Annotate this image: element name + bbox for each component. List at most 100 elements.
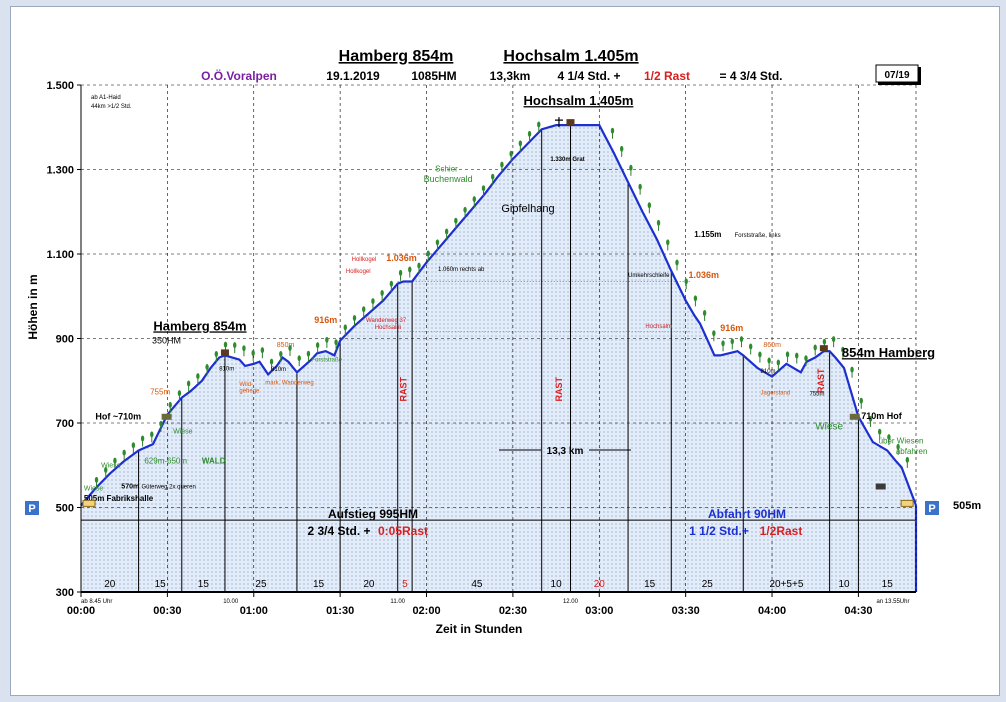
tree-icon	[454, 217, 458, 229]
side-note-2: 44km >1/2 Std.	[91, 104, 132, 110]
tree-icon	[177, 390, 182, 402]
tree-icon	[242, 345, 246, 357]
tree-icon	[371, 298, 375, 310]
tree-icon	[398, 269, 403, 281]
subtitle-time-a: 4 1/4 Std. +	[557, 69, 620, 83]
annotation: 755m	[809, 392, 824, 398]
annotation: 810m	[271, 367, 286, 373]
segment-duration: 15	[313, 579, 325, 590]
peak-label: Hamberg 854m 350HM	[152, 318, 247, 356]
annotation: Wiese	[101, 462, 121, 469]
y-tick-label: 1.100	[46, 249, 74, 261]
tree-icon	[859, 397, 863, 409]
side-note-1: ab A1-Haid	[91, 95, 121, 101]
tree-icon	[675, 259, 679, 271]
y-axis-label: Höhen in m	[26, 274, 40, 339]
annotation: 810m	[761, 369, 776, 375]
tree-icon	[94, 476, 99, 488]
elevation-chart: 20 15 15 25 15 20 5 45 10 20 15 25 20+5+5 10 15 300 500…	[25, 48, 981, 636]
clock-label: 10.00	[223, 599, 239, 605]
x-tick-label: 04:30	[844, 605, 872, 617]
annotation: 1.036m	[689, 270, 720, 280]
parking-right-label: P	[928, 503, 935, 515]
segment-duration: 15	[155, 579, 167, 590]
peak-subtitle: 350HM	[152, 335, 181, 345]
tree-icon	[205, 364, 209, 376]
tree-icon	[610, 127, 615, 139]
annotation: Güterweg 2x queren	[141, 484, 195, 490]
hut-icon	[819, 345, 828, 352]
subtitle-time-b: = 4 3/4 Std.	[719, 69, 782, 83]
tree-icon	[666, 239, 670, 251]
tree-icon	[896, 443, 900, 455]
tree-icon	[647, 202, 652, 214]
tree-icon	[426, 250, 430, 262]
tree-icon	[233, 342, 237, 354]
tree-icon	[362, 306, 366, 318]
hut-icon	[220, 349, 229, 356]
abfahrt-rast: 1/2Rast	[760, 524, 803, 538]
tree-icon	[500, 161, 504, 173]
segment-duration: 25	[702, 579, 714, 590]
annotation: 1.060m rechts ab	[438, 267, 485, 273]
annotation: Forststraße	[311, 358, 342, 364]
tree-icon	[417, 262, 421, 274]
annotation: Wiese	[815, 421, 843, 432]
y-tick-label: 1.500	[46, 80, 74, 92]
segment-duration: 25	[255, 579, 267, 590]
tree-icon	[297, 355, 301, 367]
hof-icon	[161, 413, 172, 420]
tree-icon	[887, 434, 891, 446]
hof-icon	[849, 413, 860, 420]
tree-icon	[214, 350, 218, 362]
tree-icon	[435, 239, 440, 251]
x-tick-label: 01:30	[326, 605, 354, 617]
rast-label: RAST	[398, 376, 408, 401]
parking-left-label: P	[28, 503, 35, 515]
annotation: Umkehrschleife	[628, 273, 670, 279]
annotation: 1.036m	[386, 253, 417, 263]
tree-icon	[140, 435, 145, 447]
x-tick-label: 02:00	[412, 605, 440, 617]
profile-line	[80, 124, 918, 507]
parking-left: P	[25, 501, 39, 515]
annotation: Wiese	[84, 486, 104, 493]
annotation: Wanderweg 37	[366, 318, 407, 324]
tree-icon	[279, 350, 283, 362]
rast-label: RAST	[554, 376, 564, 401]
aufstieg-time: 2 3/4 Std. +	[307, 524, 370, 538]
annotation: Jagerstand	[761, 391, 791, 397]
tree-icon	[905, 456, 910, 468]
tree-icon	[748, 343, 753, 355]
tree-icon	[444, 228, 449, 240]
tree-icon	[620, 145, 624, 157]
x-tick-label: 01:00	[240, 605, 268, 617]
tree-icon	[481, 185, 486, 197]
chart-page: 20 15 15 25 15 20 5 45 10 20 15 25 20+5+5 10 15 300 500…	[10, 6, 1000, 696]
tree-icon	[186, 380, 191, 392]
annotation: Wild-	[239, 382, 253, 388]
tree-icon	[795, 352, 799, 364]
chart-title: Hamberg 854m	[339, 48, 454, 65]
parking-right: P 505m	[925, 500, 981, 515]
annotation: 1.155m	[694, 230, 721, 239]
annotation: 916m	[720, 323, 743, 333]
clock-label: ab 8.45 Uhr	[81, 599, 112, 605]
tree-icon	[113, 457, 117, 469]
x-tick-label: 03:30	[672, 605, 700, 617]
tree-icon	[693, 295, 698, 307]
segment-duration: 15	[644, 579, 656, 590]
tree-icon	[877, 428, 882, 440]
peak-title: 854m Hamberg	[842, 345, 935, 360]
abfahrt-time: 1 1/2 Std.+	[689, 524, 749, 538]
tree-icon	[150, 431, 154, 443]
annotation: Forststraße, links	[735, 233, 781, 239]
segment-duration: 10	[838, 579, 850, 590]
tree-icon	[739, 336, 744, 348]
peak-label: 854m Hamberg	[819, 345, 935, 360]
clock-label: 12.00	[563, 599, 579, 605]
tree-icon	[721, 340, 725, 352]
annotation: 810m	[219, 367, 234, 373]
x-tick-label: 00:00	[67, 605, 95, 617]
